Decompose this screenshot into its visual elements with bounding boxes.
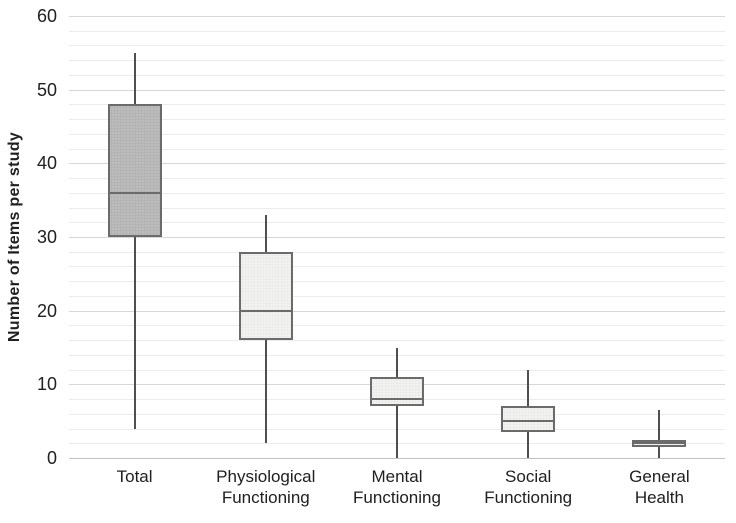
y-tick-label: 20 <box>36 300 57 321</box>
minor-gridline <box>69 295 725 297</box>
minor-gridline <box>69 178 725 180</box>
x-category-label: General Health <box>589 466 729 508</box>
x-category-label-line: Social <box>505 467 552 486</box>
minor-gridline <box>69 45 725 47</box>
x-category-label: Mental Functioning <box>327 466 467 508</box>
boxplot-box <box>501 406 556 433</box>
major-gridline <box>69 163 725 165</box>
y-tick-label: 60 <box>36 6 57 26</box>
boxplot-median-line <box>107 191 162 194</box>
boxplot-median-line <box>501 420 556 423</box>
x-category-label-line: Total <box>116 467 153 486</box>
minor-gridline <box>69 30 725 32</box>
x-category-label: Physiological Functioning <box>196 466 336 508</box>
major-gridline <box>69 310 725 312</box>
y-tick-label: 40 <box>36 153 57 174</box>
minor-gridline <box>69 133 725 135</box>
boxplot-median-line <box>238 309 293 312</box>
major-gridline <box>69 458 725 459</box>
x-category-label-line: Functioning <box>221 488 310 507</box>
minor-gridline <box>69 104 725 106</box>
minor-gridline <box>69 207 725 209</box>
major-gridline <box>69 16 725 17</box>
boxplot-box <box>238 251 293 341</box>
x-category-label-line: Functioning <box>353 488 441 507</box>
minor-gridline <box>69 251 725 253</box>
plot-area <box>69 16 725 459</box>
x-category-label-line: Mental <box>371 467 423 486</box>
minor-gridline <box>69 222 725 224</box>
boxplot-box <box>107 104 162 237</box>
minor-gridline <box>69 340 725 342</box>
minor-gridline <box>69 119 725 121</box>
minor-gridline <box>69 281 725 283</box>
major-gridline <box>69 89 725 91</box>
y-tick-label: 0 <box>46 448 57 468</box>
major-gridline <box>69 237 725 238</box>
boxplot-median-line <box>632 442 687 445</box>
x-category-label: Total <box>65 466 205 487</box>
y-tick-label: 30 <box>36 227 57 247</box>
boxplot-whisker <box>658 410 661 458</box>
minor-gridline <box>69 325 725 327</box>
y-tick-label: 50 <box>36 79 57 100</box>
minor-gridline <box>69 60 725 62</box>
x-category-label-line: Physiological <box>216 467 316 486</box>
y-tick-label: 10 <box>36 374 57 395</box>
minor-gridline <box>69 266 725 268</box>
x-category-label-line: Health <box>634 488 684 507</box>
boxplot-median-line <box>370 398 424 401</box>
boxplot-box <box>370 376 424 407</box>
x-category-label: Social Functioning <box>458 466 598 508</box>
minor-gridline <box>69 74 725 76</box>
x-category-label-line: Functioning <box>484 488 573 507</box>
minor-gridline <box>69 148 725 150</box>
x-category-label-line: General <box>629 467 690 486</box>
minor-gridline <box>69 192 725 194</box>
boxplot-whisker <box>133 52 136 429</box>
